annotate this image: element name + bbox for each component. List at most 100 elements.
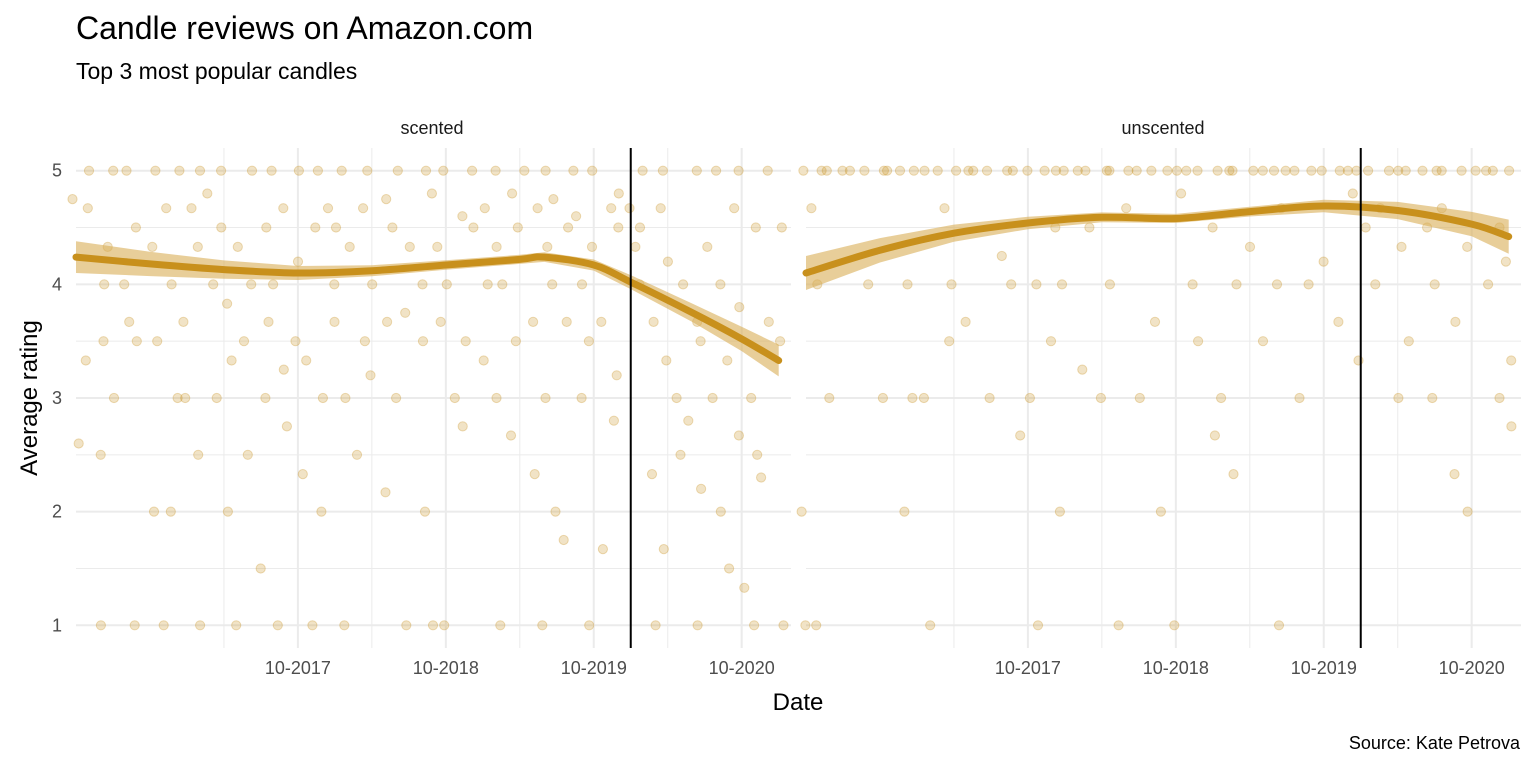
data-point xyxy=(211,392,222,404)
data-point xyxy=(1104,279,1116,290)
data-point xyxy=(158,620,169,631)
data-point xyxy=(1193,336,1204,347)
data-point xyxy=(715,279,726,290)
smooth-line xyxy=(72,253,783,364)
data-point xyxy=(613,222,624,233)
data-point xyxy=(1294,392,1305,404)
data-point xyxy=(293,165,304,176)
data-point xyxy=(491,241,502,252)
data-point xyxy=(798,165,809,176)
data-point xyxy=(417,336,429,347)
data-point xyxy=(1449,469,1460,480)
data-point xyxy=(613,188,624,199)
data-point xyxy=(691,165,702,176)
data-point xyxy=(479,203,490,214)
data-point xyxy=(1045,336,1057,347)
data-point xyxy=(426,188,437,199)
data-point xyxy=(119,279,130,290)
data-point xyxy=(1342,165,1354,176)
data-point xyxy=(307,620,318,631)
data-point xyxy=(811,620,822,631)
data-point xyxy=(216,222,227,233)
data-point xyxy=(1022,165,1033,176)
data-point xyxy=(131,336,142,347)
data-point xyxy=(278,364,289,375)
x-tick-label: 10-2018 xyxy=(1143,658,1209,678)
data-point xyxy=(624,203,635,214)
data-point xyxy=(420,165,432,176)
data-point xyxy=(166,279,177,290)
data-point xyxy=(73,438,84,449)
data-point xyxy=(365,370,376,381)
data-point xyxy=(775,336,786,347)
data-point xyxy=(537,620,548,631)
data-point xyxy=(662,256,674,267)
data-point xyxy=(1032,620,1044,631)
data-point xyxy=(752,449,763,460)
data-point xyxy=(661,355,672,366)
data-point xyxy=(1244,241,1256,252)
data-point xyxy=(161,203,172,214)
data-point xyxy=(1370,279,1381,290)
chart-subtitle: Top 3 most popular candles xyxy=(76,58,358,84)
x-axis: 10-2017 10-2018 10-2019 10-2020 10-2017 10-20… xyxy=(265,658,1505,678)
data-point xyxy=(1192,165,1203,176)
data-point xyxy=(1072,165,1083,176)
data-point xyxy=(278,203,289,214)
data-point xyxy=(441,279,452,290)
data-point xyxy=(1162,165,1173,176)
data-point xyxy=(1207,222,1218,233)
data-point xyxy=(584,620,595,631)
x-axis-title: Date xyxy=(773,689,824,716)
data-point xyxy=(540,165,551,176)
data-point xyxy=(878,165,890,176)
y-tick-label: 3 xyxy=(52,388,62,408)
data-point xyxy=(400,307,411,318)
data-point xyxy=(317,392,328,404)
data-point xyxy=(505,430,517,441)
data-point xyxy=(497,279,508,290)
data-point xyxy=(1396,241,1407,252)
data-point xyxy=(821,165,832,176)
data-point xyxy=(683,415,694,426)
data-point xyxy=(882,165,893,176)
data-point xyxy=(908,165,920,176)
gridlines xyxy=(806,148,1521,648)
data-point xyxy=(80,355,91,366)
data-point xyxy=(558,534,569,546)
data-point xyxy=(608,415,620,426)
data-point xyxy=(457,211,468,222)
data-point xyxy=(1403,336,1414,347)
data-point xyxy=(1289,165,1300,176)
data-point xyxy=(606,203,617,214)
data-point xyxy=(266,165,277,176)
data-point xyxy=(1506,421,1517,432)
data-point xyxy=(944,336,955,347)
data-point xyxy=(1216,392,1227,404)
data-point xyxy=(1131,165,1142,176)
data-point xyxy=(675,449,686,460)
data-point xyxy=(550,506,561,517)
data-point xyxy=(1393,392,1404,404)
data-point xyxy=(778,620,789,631)
x-tick-label: 10-2017 xyxy=(995,658,1061,678)
data-point xyxy=(1393,165,1404,176)
data-point xyxy=(968,165,979,176)
data-point xyxy=(837,165,848,176)
data-point xyxy=(121,165,132,176)
data-point xyxy=(1084,222,1095,233)
data-point xyxy=(597,544,609,555)
data-point xyxy=(231,620,242,631)
y-tick-label: 4 xyxy=(52,274,62,294)
y-axis-title: Average rating xyxy=(16,320,43,476)
data-point xyxy=(750,222,761,233)
data-point xyxy=(1031,279,1042,290)
data-point xyxy=(1054,506,1066,517)
data-point xyxy=(108,392,120,404)
data-point xyxy=(746,392,757,404)
data-point xyxy=(1429,279,1440,290)
data-point xyxy=(561,316,572,327)
data-point xyxy=(1333,316,1344,327)
y-axis: 1 2 3 4 5 xyxy=(52,161,62,636)
